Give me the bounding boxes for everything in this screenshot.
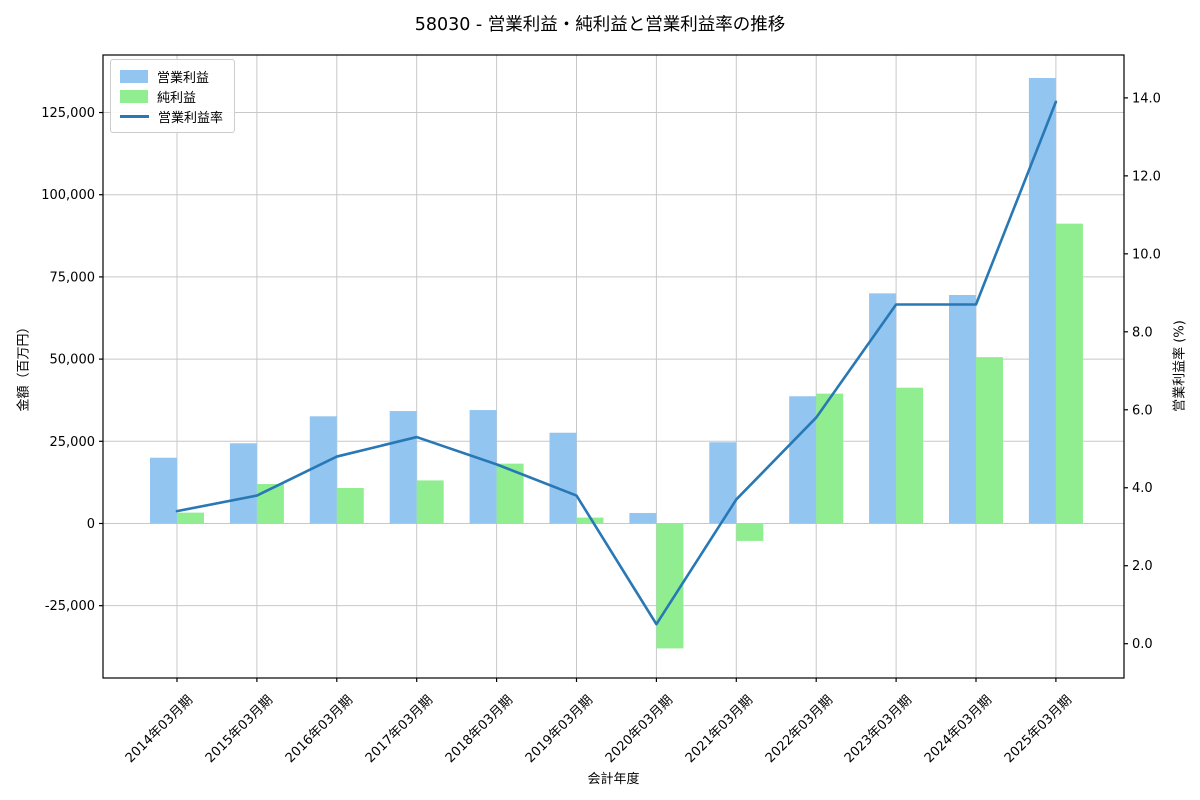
right-axis-title: 営業利益率 (%) bbox=[1172, 320, 1188, 412]
bar-net-profit bbox=[576, 517, 604, 524]
operating-margin-line bbox=[175, 100, 1058, 626]
right-tick-label: 12.0 bbox=[1132, 169, 1161, 184]
right-tick-label: 6.0 bbox=[1132, 403, 1153, 418]
legend-label-operating-profit: 営業利益 bbox=[157, 70, 210, 86]
bar-net-profit bbox=[416, 480, 444, 524]
bar-net-profit bbox=[736, 523, 764, 541]
right-tick-label: 0.0 bbox=[1132, 637, 1153, 652]
operating-profit-swatch bbox=[120, 69, 148, 83]
bar-operating-profit bbox=[469, 410, 497, 524]
bar-operating-profit bbox=[869, 293, 897, 524]
legend-item-operating-margin: 営業利益率 bbox=[120, 106, 223, 126]
left-axis-title: 金額（百万円） bbox=[16, 320, 32, 412]
bar-operating-profit bbox=[629, 512, 657, 524]
bar-operating-profit bbox=[1028, 78, 1056, 524]
net-profit-swatch bbox=[120, 89, 148, 103]
left-tick-label: 50,000 bbox=[50, 353, 96, 368]
bar-net-profit bbox=[1055, 223, 1083, 524]
right-tick-label: 8.0 bbox=[1132, 325, 1153, 340]
x-axis-title: 会計年度 bbox=[587, 772, 640, 787]
bar-net-profit bbox=[816, 393, 844, 524]
operating-margin-line-swatch bbox=[120, 114, 149, 118]
axes-frame bbox=[102, 54, 1125, 679]
bar-operating-profit bbox=[309, 416, 337, 524]
bar-operating-profit bbox=[389, 411, 417, 524]
right-tick-label: 4.0 bbox=[1132, 481, 1153, 496]
right-tick-label: 14.0 bbox=[1132, 91, 1161, 106]
chart-title: 58030 - 営業利益・純利益と営業利益率の推移 bbox=[414, 15, 786, 35]
left-tick-label: 125,000 bbox=[41, 106, 95, 121]
legend-item-net-profit: 純利益 bbox=[120, 86, 223, 106]
left-tick-label: 100,000 bbox=[41, 188, 95, 203]
legend: 営業利益 純利益 営業利益率 bbox=[110, 59, 236, 133]
bar-operating-profit bbox=[229, 443, 257, 524]
right-tick-label: 10.0 bbox=[1132, 247, 1161, 262]
left-tick-label: 0 bbox=[87, 517, 95, 532]
bar-net-profit bbox=[656, 523, 684, 649]
legend-label-operating-margin: 営業利益率 bbox=[158, 110, 224, 126]
bar-operating-profit bbox=[789, 396, 817, 524]
bar-operating-profit bbox=[949, 294, 976, 524]
left-tick-label: -25,000 bbox=[45, 599, 95, 614]
bar-net-profit bbox=[336, 487, 364, 524]
legend-label-net-profit: 純利益 bbox=[157, 90, 197, 106]
legend-item-operating-profit: 営業利益 bbox=[120, 66, 223, 86]
right-tick-label: 2.0 bbox=[1132, 559, 1153, 574]
bar-operating-profit bbox=[549, 432, 577, 524]
left-tick-label: 75,000 bbox=[50, 270, 96, 285]
bar-net-profit bbox=[896, 387, 924, 524]
bar-operating-profit bbox=[150, 457, 177, 524]
bar-net-profit bbox=[177, 512, 204, 524]
left-tick-label: 25,000 bbox=[50, 435, 96, 450]
bar-net-profit bbox=[256, 484, 284, 524]
bar-net-profit bbox=[976, 357, 1003, 524]
bar-operating-profit bbox=[709, 442, 737, 524]
